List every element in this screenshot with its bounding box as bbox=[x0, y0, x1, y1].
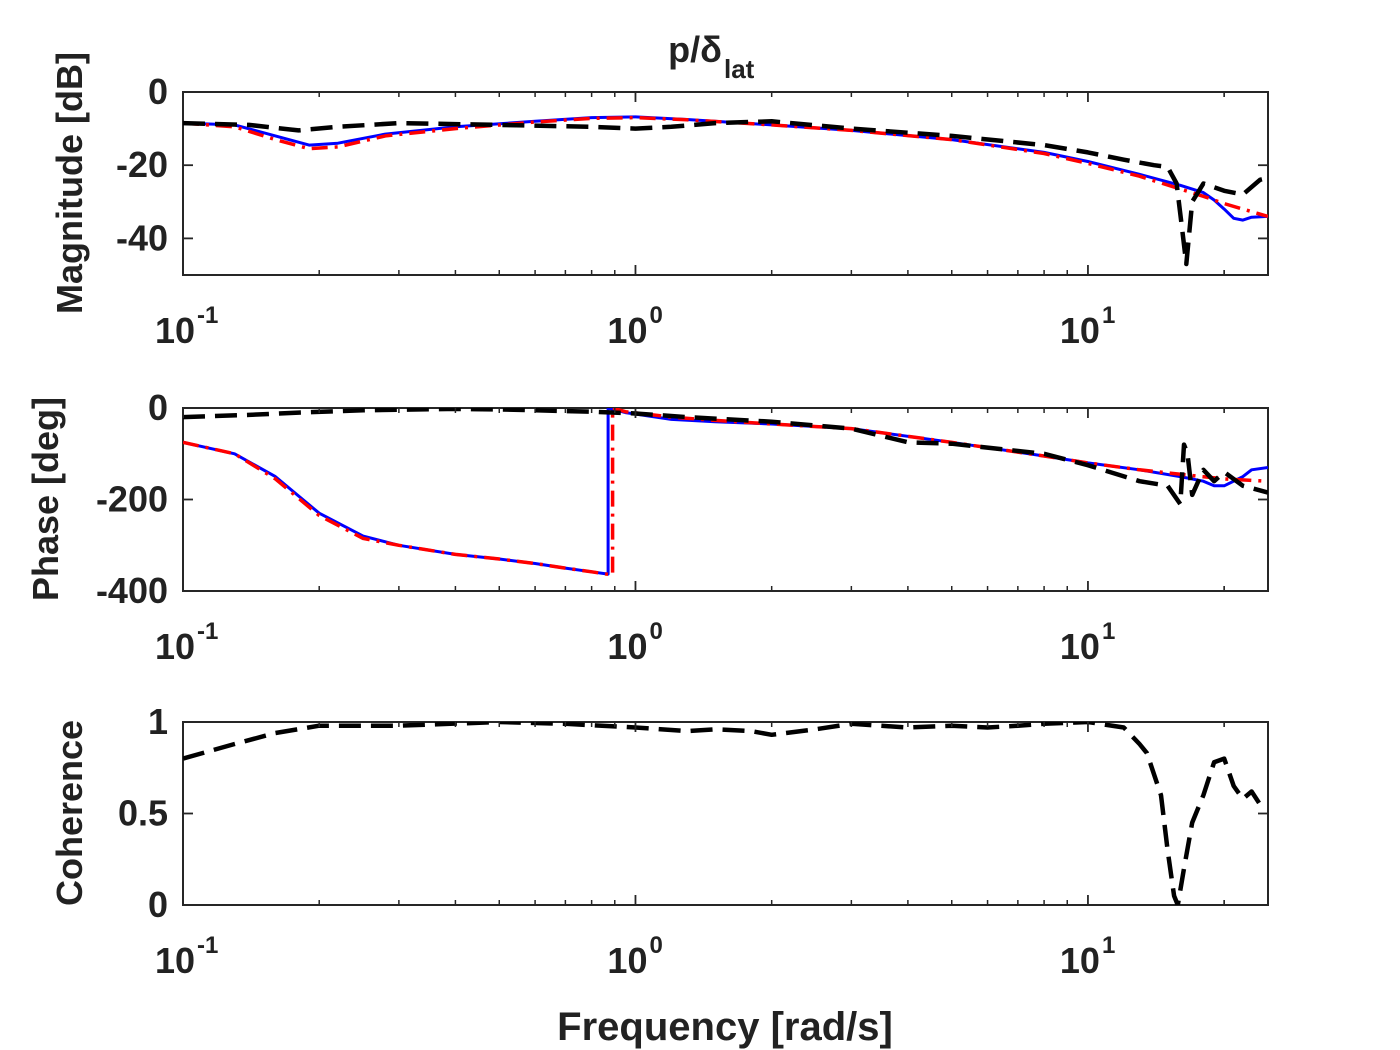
phase-ylabel: Phase [deg] bbox=[25, 397, 66, 601]
coherence-x-tick-label: 10 bbox=[1060, 940, 1100, 981]
coherence-axes: 10 -1 10 0 10 100.51 bbox=[118, 701, 1268, 981]
magnitude-y-tick-label: -20 bbox=[116, 144, 168, 185]
coherence-x-tick-exponent: 1 bbox=[1102, 932, 1115, 959]
chart-title: p/δ bbox=[668, 29, 722, 70]
phase-x-tick-label: 10 bbox=[155, 626, 195, 667]
magnitude-axes: 10 -1 10 0 10 10-20-40 bbox=[116, 71, 1268, 351]
magnitude-x-tick-label: 10 bbox=[1060, 310, 1100, 351]
magnitude-y-tick-label: -40 bbox=[116, 217, 168, 258]
coherence-x-tick-label: 10 bbox=[155, 940, 195, 981]
phase-series-flight-data-black bbox=[183, 408, 1268, 507]
coherence-ylabel: Coherence bbox=[49, 720, 90, 906]
phase-panel: 10 -1 10 0 10 10-200-400 Phase [deg] bbox=[25, 387, 1269, 667]
coherence-y-tick-label: 0 bbox=[148, 884, 168, 925]
phase-series bbox=[183, 408, 1268, 577]
magnitude-plot-area bbox=[182, 91, 1269, 276]
phase-x-tick-label: 10 bbox=[1060, 626, 1100, 667]
coherence-y-tick-label: 1 bbox=[148, 701, 168, 742]
x-axis-label: Frequency [rad/s] bbox=[557, 1005, 893, 1049]
phase-y-tick-label: -400 bbox=[96, 570, 168, 611]
magnitude-ylabel: Magnitude [dB] bbox=[49, 52, 90, 314]
phase-y-tick-label: 0 bbox=[148, 387, 168, 428]
phase-x-tick-exponent: -1 bbox=[197, 618, 218, 645]
phase-series-model-red bbox=[183, 408, 1268, 577]
magnitude-panel: 10 -1 10 0 10 10-20-40 Magnitude [dB] bbox=[49, 52, 1269, 351]
phase-y-tick-label: -200 bbox=[96, 479, 168, 520]
magnitude-x-tick-exponent: -1 bbox=[197, 302, 218, 329]
magnitude-y-tick-label: 0 bbox=[148, 71, 168, 112]
phase-x-tick-exponent: 1 bbox=[1102, 618, 1115, 645]
coherence-x-tick-exponent: -1 bbox=[197, 932, 218, 959]
magnitude-x-tick-label: 10 bbox=[607, 310, 647, 351]
magnitude-series-flight-data-black bbox=[183, 119, 1268, 267]
magnitude-x-tick-label: 10 bbox=[155, 310, 195, 351]
coherence-plot-area bbox=[182, 721, 1269, 906]
phase-plot-area bbox=[182, 407, 1269, 592]
coherence-x-tick-label: 10 bbox=[607, 940, 647, 981]
magnitude-x-tick-exponent: 0 bbox=[649, 302, 662, 329]
phase-x-tick-label: 10 bbox=[607, 626, 647, 667]
coherence-panel: 10 -1 10 0 10 100.51 Coherence bbox=[49, 701, 1269, 981]
magnitude-series bbox=[183, 115, 1268, 267]
phase-axes: 10 -1 10 0 10 10-200-400 bbox=[96, 387, 1268, 667]
magnitude-x-tick-exponent: 1 bbox=[1102, 302, 1115, 329]
phase-x-tick-exponent: 0 bbox=[649, 618, 662, 645]
coherence-y-tick-label: 0.5 bbox=[118, 793, 168, 834]
coherence-x-tick-exponent: 0 bbox=[649, 932, 662, 959]
chart-title-subscript: lat bbox=[724, 54, 755, 84]
